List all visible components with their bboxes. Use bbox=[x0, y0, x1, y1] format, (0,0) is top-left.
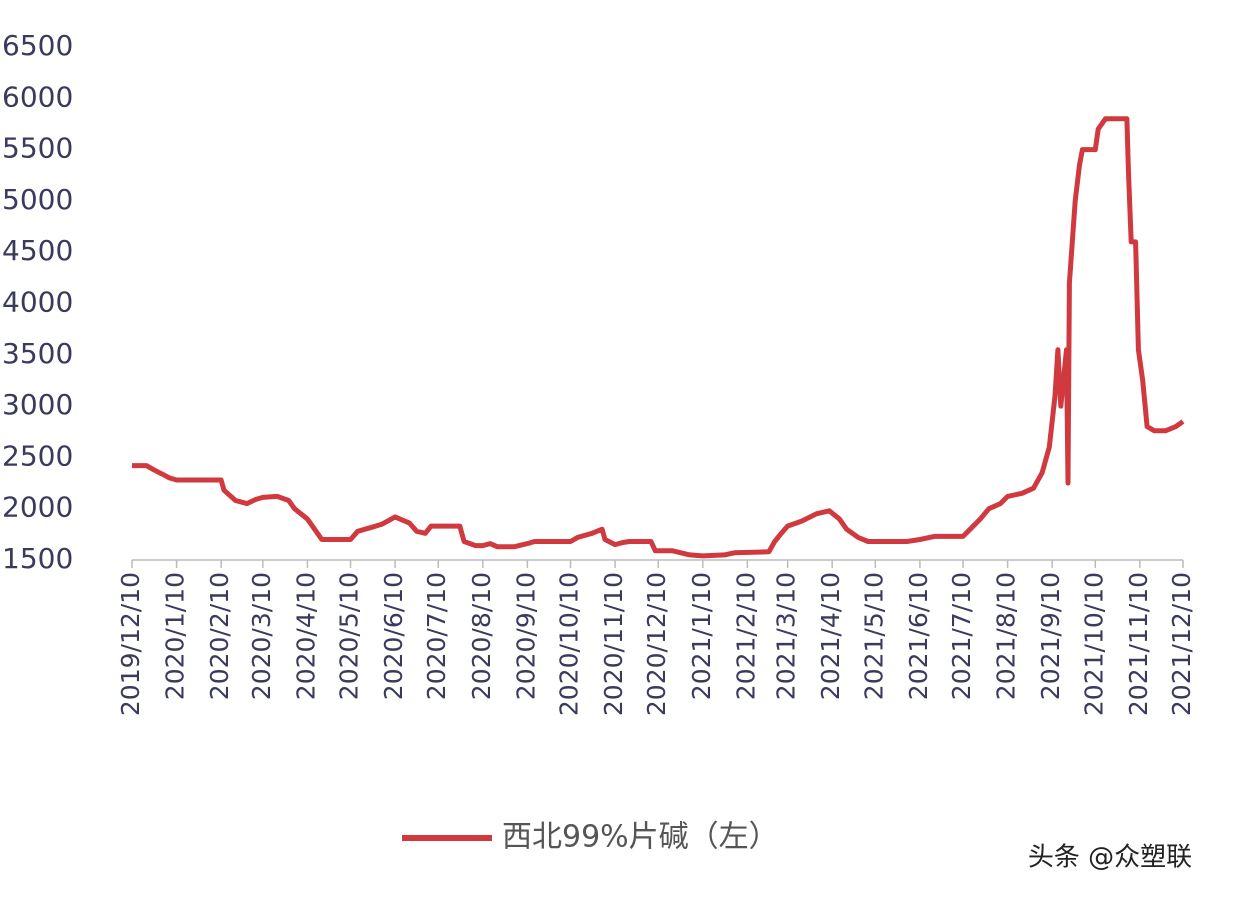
x-tick-label: 2021/9/10 bbox=[1036, 572, 1065, 700]
x-tick-label: 2021/2/10 bbox=[731, 572, 760, 700]
x-tick-label: 2020/3/10 bbox=[247, 572, 276, 700]
y-tick-label: 5500 bbox=[2, 132, 73, 165]
x-tick-label: 2020/7/10 bbox=[422, 572, 451, 700]
x-tick-label: 2021/11/10 bbox=[1124, 572, 1153, 716]
x-tick-label: 2021/7/10 bbox=[947, 572, 976, 700]
y-tick-label: 3500 bbox=[2, 337, 73, 370]
y-tick-label: 6000 bbox=[2, 80, 73, 113]
y-tick-label: 1500 bbox=[2, 542, 73, 575]
x-tick-label: 2020/4/10 bbox=[291, 572, 320, 700]
x-tick-label: 2021/3/10 bbox=[772, 572, 801, 700]
y-tick-label: 2000 bbox=[2, 491, 73, 524]
x-tick-label: 2020/5/10 bbox=[335, 572, 364, 700]
x-tick-label: 2021/5/10 bbox=[859, 572, 888, 700]
x-tick-label: 2021/12/10 bbox=[1167, 572, 1196, 716]
data-line bbox=[132, 116, 1185, 559]
x-tick-label: 2020/2/10 bbox=[205, 572, 234, 700]
x-tick-label: 2019/12/10 bbox=[116, 572, 145, 716]
watermark: 头条 @众塑联 bbox=[1028, 843, 1192, 873]
x-tick-label: 2021/1/10 bbox=[687, 572, 716, 700]
x-tick-label: 2020/11/10 bbox=[599, 572, 628, 716]
x-tick-label: 2020/10/10 bbox=[555, 572, 584, 716]
y-tick-label: 5000 bbox=[2, 183, 73, 216]
x-tick-label: 2021/8/10 bbox=[992, 572, 1021, 700]
y-tick-label: 6500 bbox=[2, 29, 73, 62]
x-tick-label: 2021/10/10 bbox=[1079, 572, 1108, 716]
x-tick-label: 2020/1/10 bbox=[161, 572, 190, 700]
y-tick-label: 4000 bbox=[2, 286, 73, 319]
x-tick-label: 2021/4/10 bbox=[816, 572, 845, 700]
y-tick-label: 3000 bbox=[2, 388, 73, 421]
x-tick-label: 2020/12/10 bbox=[642, 572, 671, 716]
x-tick-label: 2020/6/10 bbox=[379, 572, 408, 700]
legend-label: 西北99%片碱（左） bbox=[502, 820, 779, 855]
x-tick-label: 2021/6/10 bbox=[904, 572, 933, 700]
y-tick-label: 2500 bbox=[2, 439, 73, 472]
y-tick-label: 4500 bbox=[2, 234, 73, 267]
x-tick-label: 2020/9/10 bbox=[511, 572, 540, 700]
x-tick-label: 2020/8/10 bbox=[467, 572, 496, 700]
